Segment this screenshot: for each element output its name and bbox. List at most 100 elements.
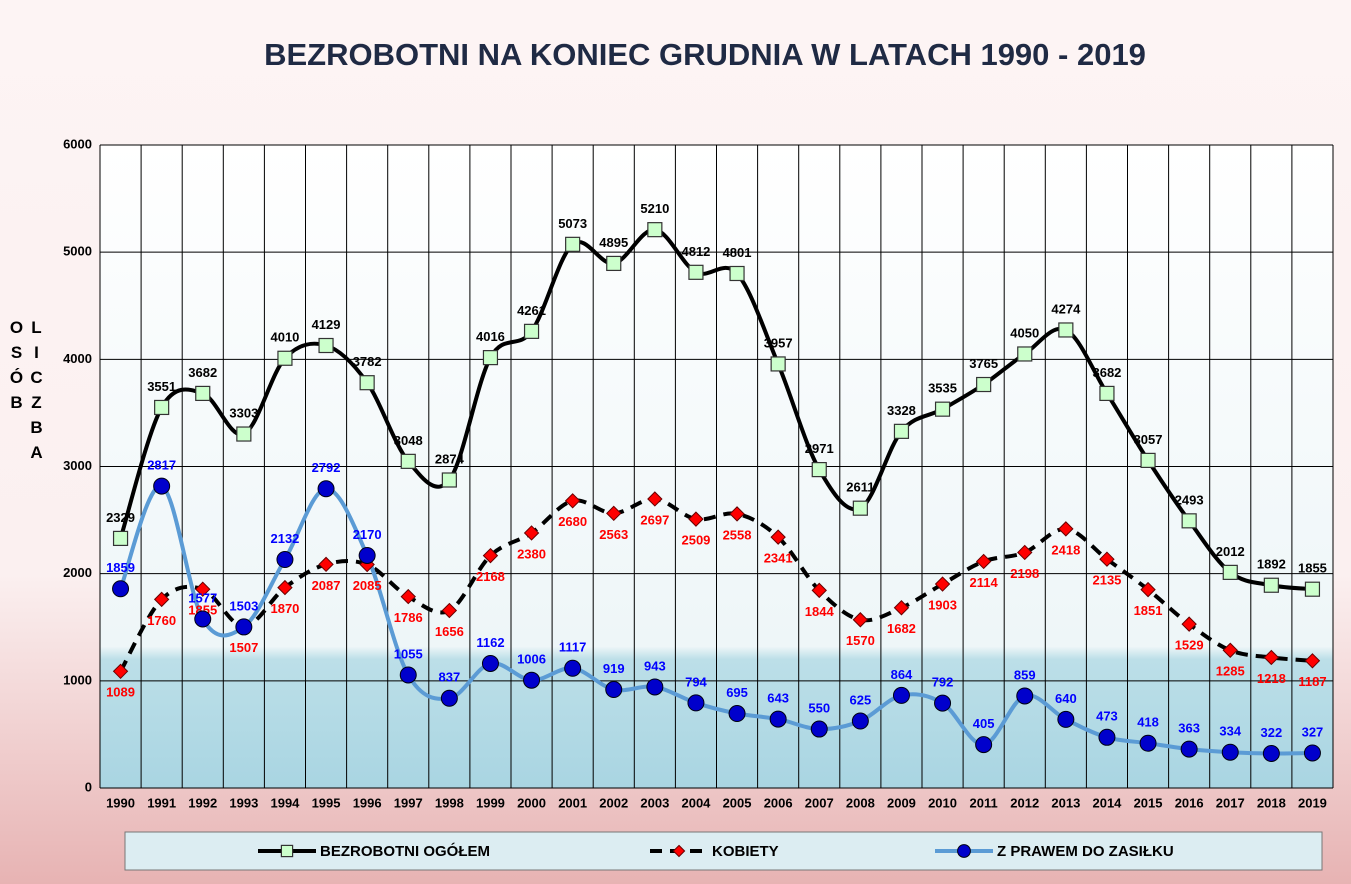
y-tick-label: 4000	[63, 351, 92, 366]
marker	[1140, 581, 1156, 598]
marker	[1304, 581, 1321, 597]
marker	[893, 423, 910, 439]
data-label: 4895	[599, 235, 628, 250]
data-label: 3682	[188, 365, 217, 380]
data-label: 2329	[106, 510, 135, 525]
marker	[565, 236, 581, 252]
marker	[1140, 452, 1156, 468]
data-label: 1577	[188, 590, 217, 605]
marker	[1099, 551, 1115, 567]
marker	[606, 505, 622, 522]
x-tick-label: 2013	[1051, 795, 1080, 810]
data-label: 792	[932, 675, 954, 690]
data-label: 3551	[147, 379, 176, 394]
data-label: 2418	[1051, 542, 1080, 557]
x-tick-label: 1995	[312, 795, 341, 810]
marker	[975, 736, 993, 754]
x-tick-label: 2017	[1216, 795, 1245, 810]
marker	[646, 678, 664, 696]
marker	[647, 222, 663, 238]
y-axis-label: LICZBA OSÓB	[7, 318, 46, 468]
marker	[1180, 740, 1198, 758]
data-label: 4274	[1051, 301, 1081, 316]
marker	[359, 375, 375, 391]
x-tick-label: 1999	[476, 795, 505, 810]
marker	[1139, 734, 1157, 752]
data-label: 859	[1014, 667, 1036, 682]
marker	[236, 426, 252, 442]
marker	[1181, 616, 1197, 632]
x-tick-label: 1993	[229, 795, 258, 810]
marker	[481, 654, 499, 672]
x-tick-label: 1990	[106, 795, 135, 810]
data-label: 4010	[270, 330, 299, 345]
data-label: 4812	[681, 244, 710, 259]
data-label: 3535	[928, 381, 957, 396]
data-label: 1855	[1298, 561, 1327, 576]
marker	[400, 588, 416, 605]
data-label: 943	[644, 658, 666, 673]
y-tick-label: 6000	[63, 136, 92, 151]
data-label: 5073	[558, 216, 587, 231]
marker	[441, 602, 458, 619]
x-tick-label: 2002	[599, 795, 628, 810]
marker	[893, 600, 910, 616]
marker	[1017, 544, 1033, 561]
data-label: 2132	[270, 531, 299, 546]
marker	[112, 580, 130, 598]
data-label: 1859	[106, 560, 135, 575]
data-label: 3682	[1092, 365, 1121, 380]
y-tick-label: 0	[85, 779, 92, 794]
data-label: 1656	[435, 624, 464, 639]
x-tick-label: 2016	[1175, 795, 1204, 810]
marker	[400, 453, 416, 469]
data-label: 405	[973, 716, 995, 731]
marker	[154, 399, 170, 416]
data-label: 919	[603, 661, 625, 676]
x-tick-label: 2014	[1092, 795, 1122, 810]
marker	[769, 710, 787, 728]
data-label: 2563	[599, 527, 628, 542]
marker	[1099, 385, 1115, 402]
data-label: 1760	[147, 613, 176, 628]
data-label: 1682	[887, 621, 916, 636]
marker	[523, 323, 540, 339]
data-label: 1285	[1216, 664, 1245, 679]
data-label: 4801	[723, 245, 752, 260]
x-tick-label: 2003	[640, 795, 669, 810]
marker	[1016, 687, 1034, 705]
marker	[276, 551, 294, 569]
marker	[277, 350, 293, 366]
marker	[811, 462, 827, 478]
data-label: 1570	[846, 633, 875, 648]
y-tick-label: 2000	[63, 565, 92, 580]
data-label: 2493	[1175, 492, 1204, 507]
data-label: 1089	[106, 685, 135, 700]
data-label: 4129	[312, 317, 341, 332]
legend-label: BEZROBOTNI OGÓŁEM	[320, 842, 490, 860]
data-label: 1870	[270, 601, 299, 616]
data-label: 5210	[640, 201, 669, 216]
marker	[1181, 513, 1197, 529]
data-label: 1117	[559, 640, 587, 655]
y-tick-label: 5000	[63, 244, 92, 259]
x-tick-label: 1991	[147, 795, 176, 810]
marker	[1263, 649, 1280, 666]
data-label: 3328	[887, 403, 916, 418]
data-label: 1529	[1175, 638, 1204, 653]
marker	[318, 556, 334, 573]
marker	[564, 493, 581, 509]
x-tick-label: 2000	[517, 795, 546, 810]
marker	[523, 671, 541, 689]
data-label: 864	[891, 667, 913, 682]
data-label: 2792	[312, 460, 341, 475]
data-label: 2380	[517, 546, 546, 561]
data-label: 643	[767, 691, 789, 706]
marker	[358, 546, 376, 564]
x-tick-label: 2010	[928, 795, 957, 810]
marker	[195, 581, 211, 597]
data-label: 2135	[1092, 573, 1121, 588]
marker	[441, 472, 457, 488]
marker	[770, 356, 786, 372]
